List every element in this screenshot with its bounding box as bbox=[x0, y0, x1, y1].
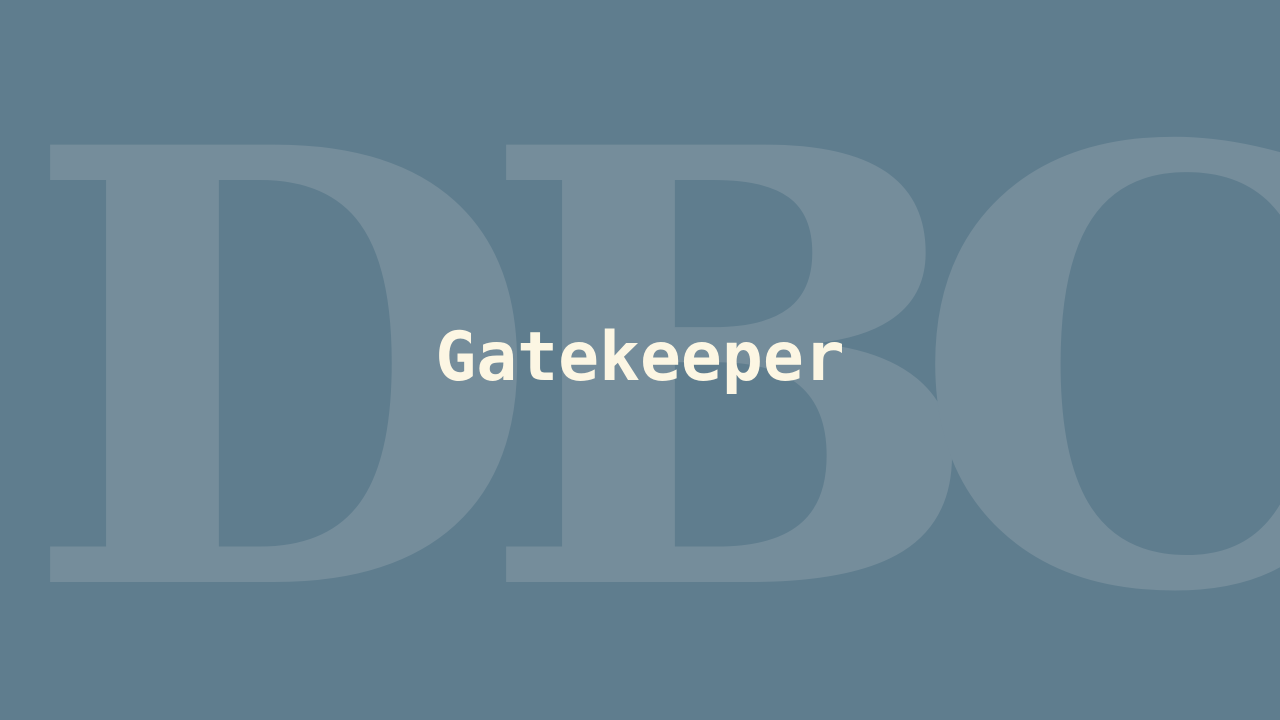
backdrop-letter-d: D bbox=[22, 19, 543, 720]
backdrop-letter-c: C bbox=[910, 19, 1280, 720]
page-title: Gatekeeper bbox=[435, 318, 845, 397]
backdrop-letter-b: B bbox=[478, 19, 986, 720]
